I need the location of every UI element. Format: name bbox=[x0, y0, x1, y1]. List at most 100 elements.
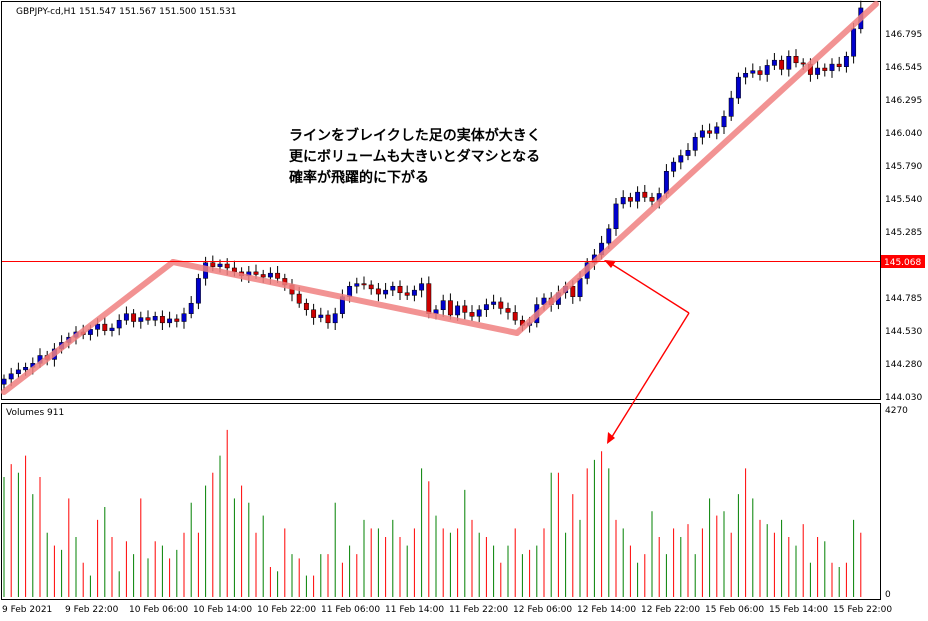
x-tick: 10 Feb 14:00 bbox=[193, 605, 252, 615]
candle-body bbox=[159, 316, 165, 324]
candle-body bbox=[404, 292, 410, 296]
x-tick: 12 Feb 22:00 bbox=[641, 605, 700, 615]
candle-body bbox=[714, 126, 720, 134]
candle-body bbox=[361, 283, 367, 286]
x-tick: 9 Feb 2021 bbox=[2, 605, 52, 615]
annotation-line-1: ラインをブレイクした足の実体が大きく bbox=[289, 127, 541, 144]
candle-body bbox=[707, 130, 713, 134]
candle-body bbox=[757, 70, 763, 75]
candle-body bbox=[138, 317, 144, 322]
trend-line-up-2 bbox=[514, 1, 879, 336]
candle-body bbox=[383, 289, 389, 295]
symbol-header: GBPJPY-cd,H1 151.547 151.567 151.500 151… bbox=[16, 7, 236, 17]
candle-body bbox=[411, 289, 417, 296]
candle-body bbox=[815, 67, 821, 75]
candle-body bbox=[620, 197, 626, 205]
candle-body bbox=[764, 65, 770, 75]
candle-body bbox=[181, 313, 187, 322]
price-tag bbox=[881, 255, 925, 268]
candle-body bbox=[109, 327, 115, 331]
candle-body bbox=[87, 329, 93, 335]
x-tick: 10 Feb 06:00 bbox=[129, 605, 188, 615]
candle-body bbox=[375, 288, 381, 295]
candle-body bbox=[577, 278, 583, 297]
candle-body bbox=[836, 63, 842, 67]
y-tick: 145.285 bbox=[885, 228, 922, 238]
trend-line-up-1 bbox=[1, 259, 176, 395]
candle-body bbox=[253, 271, 259, 275]
candle-body bbox=[512, 312, 518, 321]
candle-body bbox=[721, 116, 727, 128]
candle-body bbox=[311, 309, 317, 318]
x-tick: 9 Feb 22:00 bbox=[65, 605, 119, 615]
candle-body bbox=[649, 197, 655, 202]
x-tick: 10 Feb 22:00 bbox=[257, 605, 316, 615]
candle-body bbox=[296, 293, 302, 304]
candle-body bbox=[491, 301, 497, 305]
y-tick: 144.530 bbox=[885, 327, 922, 337]
time-x-axis: 9 Feb 2021 9 Feb 22:00 10 Feb 06:00 10 F… bbox=[2, 605, 892, 615]
candle-body bbox=[476, 309, 482, 317]
candle-body bbox=[210, 262, 216, 267]
candle-body bbox=[1, 378, 7, 385]
arrowhead-candle-icon bbox=[604, 260, 616, 268]
y-tick: 146.795 bbox=[885, 30, 922, 40]
y-tick: 144.280 bbox=[885, 360, 922, 370]
candle-body bbox=[786, 56, 792, 70]
candle-body bbox=[505, 308, 511, 313]
volume-y-tick-min: 0 bbox=[885, 590, 891, 600]
price-panel-frame bbox=[1, 1, 881, 400]
candle-body bbox=[822, 67, 828, 71]
candle-body bbox=[131, 313, 137, 322]
x-tick: 11 Feb 06:00 bbox=[321, 605, 380, 615]
candle-body bbox=[354, 283, 360, 287]
volume-header: Volumes 911 bbox=[6, 408, 64, 418]
candle-body bbox=[15, 369, 21, 375]
candle-body bbox=[188, 302, 194, 314]
x-tick: 15 Feb 06:00 bbox=[705, 605, 764, 615]
candle-body bbox=[779, 59, 785, 70]
x-tick: 15 Feb 14:00 bbox=[769, 605, 828, 615]
candle-body bbox=[750, 70, 756, 74]
candle-body bbox=[332, 313, 338, 324]
price-y-axis: 146.795 146.545 146.295 146.040 145.790 … bbox=[885, 30, 922, 403]
candle-body bbox=[483, 304, 489, 311]
candle-body bbox=[174, 318, 180, 322]
candle-body bbox=[685, 150, 691, 156]
candle-body bbox=[671, 161, 677, 172]
volume-y-tick-max: 4270 bbox=[885, 406, 908, 416]
candle-body bbox=[440, 300, 446, 311]
x-tick: 12 Feb 14:00 bbox=[577, 605, 636, 615]
candle-body bbox=[771, 59, 777, 66]
callout-arrows bbox=[609, 262, 690, 441]
volume-bars bbox=[3, 429, 862, 597]
candle-body bbox=[116, 319, 122, 329]
candle-body bbox=[195, 278, 201, 304]
candle-body bbox=[829, 63, 835, 71]
candle-body bbox=[390, 285, 396, 291]
y-tick: 146.295 bbox=[885, 96, 922, 106]
candle-body bbox=[663, 171, 669, 194]
candle-body bbox=[368, 284, 374, 290]
x-tick: 12 Feb 06:00 bbox=[513, 605, 572, 615]
candle-body bbox=[793, 56, 799, 64]
candle-body bbox=[613, 203, 619, 229]
candle-body bbox=[635, 191, 641, 202]
candle-body bbox=[678, 155, 684, 163]
annotation-line-3: 確率が飛躍的に下がる bbox=[289, 169, 429, 186]
candle-body bbox=[699, 130, 705, 138]
trend-lines bbox=[1, 1, 879, 395]
candle-body bbox=[260, 274, 266, 278]
trend-line-down bbox=[170, 259, 520, 336]
candle-body bbox=[231, 267, 237, 273]
y-tick: 146.040 bbox=[885, 129, 922, 139]
candle-body bbox=[167, 318, 173, 324]
candle-body bbox=[642, 191, 648, 198]
candle-body bbox=[123, 313, 129, 321]
candle-body bbox=[224, 263, 230, 269]
arrowhead-volume-icon bbox=[607, 432, 615, 444]
candle-body bbox=[419, 283, 425, 291]
candle-body bbox=[95, 323, 101, 330]
y-tick: 145.790 bbox=[885, 162, 922, 172]
